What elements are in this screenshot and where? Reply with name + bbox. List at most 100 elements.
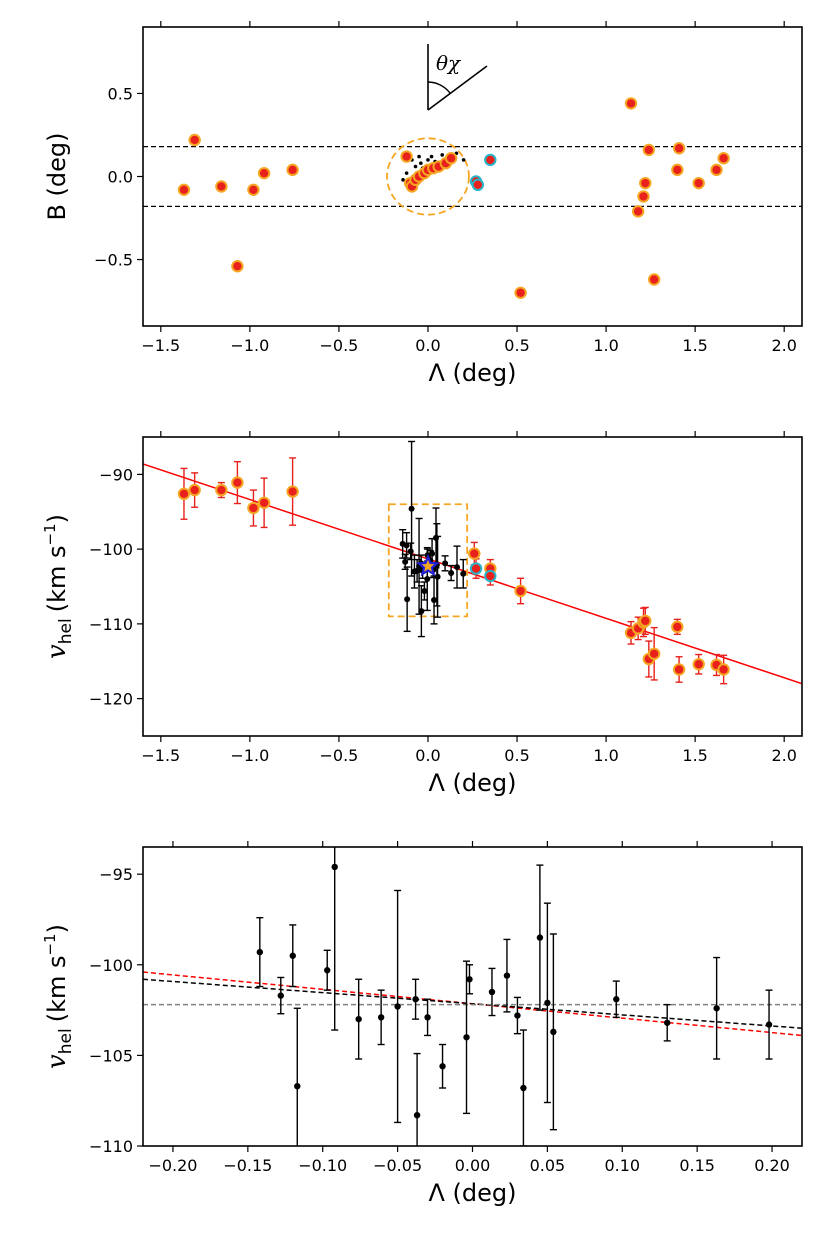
velocity-point [765,1021,773,1028]
member-point [671,163,684,177]
x-tick-label: 0.10 [604,1156,640,1175]
member-point [710,163,723,177]
black-dashed-fit-line [143,978,802,1029]
member-point [514,286,527,299]
x-tick-label: 0.5 [504,746,529,765]
member-point [177,183,191,196]
y-axis-label: vhel (km s−1) [41,514,76,659]
velocity-point [413,1111,421,1119]
inner-velocity-point [448,570,455,577]
velocity-point [277,992,284,999]
cyan-member-velocity-point [469,562,483,575]
member-velocity-point [672,663,686,676]
x-tick-label: 2.0 [771,746,796,765]
panel-middle: −1.5 −1.0 −0.5 0.0 0.5 1.0 1.5 2.0 −120 −110 −100 −… [41,431,803,797]
tidal-radius-circle [386,137,470,216]
systemic-velocity-star [416,553,440,577]
inner-velocity-point [414,567,421,574]
inner-velocity-point [454,564,461,571]
y-axis-label: vhel (km s−1) [41,924,76,1069]
velocity-point [439,1063,446,1070]
axes-frame [142,26,803,327]
x-axis-label: Λ (deg) [428,769,516,797]
y-axis-label: B (deg) [43,132,71,220]
y-tick-label: −100 [89,956,133,975]
y-tick-label: −120 [89,690,133,709]
member-point [717,152,730,165]
angle-arc [427,81,451,94]
y-label-unit: (km s [43,956,71,1023]
y-label-sub: hel [56,1028,76,1054]
velocity-point [289,952,296,959]
axes-frame [142,436,803,737]
zoom-region-box [387,503,469,618]
panel-bottom: −0.20 −0.15 −0.10 −0.05 0.00 0.05 0.10 0.15 0.20… [41,841,803,1207]
velocity-point [324,967,331,974]
member-point [215,180,228,193]
member-velocity-point [692,658,705,671]
inner-member-point [400,150,413,163]
velocity-point [331,863,338,871]
velocity-point [424,1014,431,1021]
candidate-point [461,158,466,162]
member-point [637,190,650,203]
y-tick-label: −100 [89,540,133,559]
member-velocity-point [188,483,201,497]
panel-top: −1.5 −1.0 −0.5 0.0 0.5 1.0 1.5 2.0 −0.5 0.0 0.5 Λ (… [43,21,803,387]
inner-velocity-point [404,596,411,603]
plot-area [143,97,802,299]
member-point [642,143,656,157]
y-tick-label: −110 [89,1137,133,1156]
cyan-member-point [471,178,485,192]
x-tick-label: −1.0 [230,746,269,765]
member-velocity-point [468,547,481,560]
velocity-point [536,934,544,941]
x-tick-label: −0.20 [148,1156,197,1175]
member-point [231,260,244,273]
y-label-close: ) [43,924,71,933]
x-tick-label: −0.5 [319,746,358,765]
candidate-point [413,164,418,169]
x-tick-label: 0.15 [679,1156,715,1175]
candidate-point [419,161,423,166]
velocity-gradient-fit-line [143,463,802,685]
member-velocity-point [671,620,684,634]
y-label-sub: hel [56,618,76,644]
member-velocity-point [717,663,730,676]
y-tick-label: −95 [99,865,133,884]
inner-velocity-point [424,576,431,583]
inner-velocity-point [402,558,409,565]
velocity-point [294,1083,301,1090]
velocity-point [514,1012,521,1019]
x-tick-label: −1.0 [230,336,269,355]
velocity-point [377,1014,385,1021]
member-point [672,142,686,155]
cyan-member-velocity-point [484,569,497,583]
member-velocity-point [257,496,271,509]
member-point [286,163,299,177]
y-tick-label: −90 [99,465,133,484]
member-point [188,133,201,147]
y-label-v: v [42,1054,72,1069]
member-point [257,166,271,180]
velocity-point [544,999,551,1007]
member-point [247,183,260,196]
member-velocity-point [177,487,191,501]
y-label-sup: −1 [41,933,59,955]
inner-velocity-point [460,570,467,577]
velocity-point [394,1003,401,1010]
x-tick-label: 1.5 [682,336,707,355]
member-velocity-point [247,501,260,515]
inner-velocity-point [418,608,425,615]
candidate-point [429,154,434,159]
y-label-close: ) [43,514,71,523]
member-point [639,176,652,190]
axes-frame [142,846,803,1147]
inner-velocity-point [421,587,428,594]
x-tick-label: 0.0 [415,746,440,765]
velocity-point [520,1084,527,1092]
plot-area [143,440,802,685]
angle-slant-line [427,65,488,111]
x-tick-label: 1.5 [682,746,707,765]
